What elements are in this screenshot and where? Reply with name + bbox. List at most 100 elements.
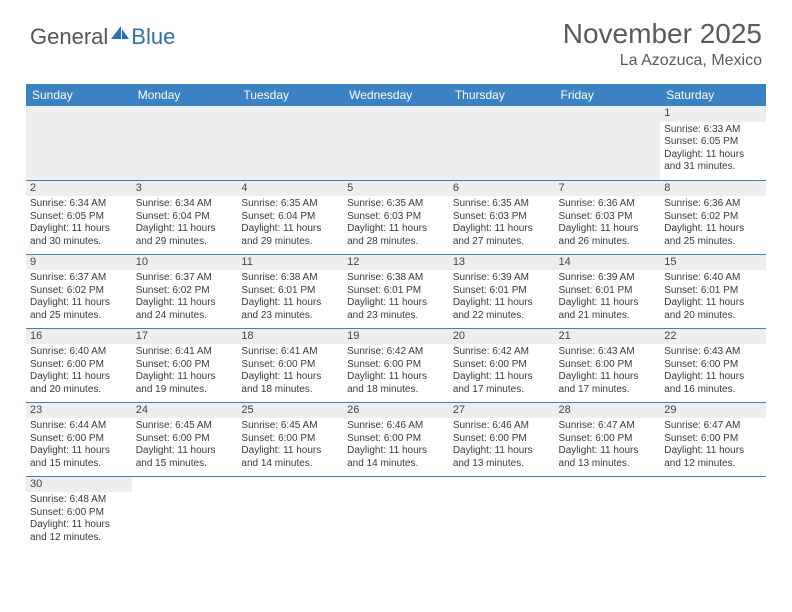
day-number: 29 — [660, 403, 766, 419]
day-details: Sunrise: 6:42 AMSunset: 6:00 PMDaylight:… — [449, 344, 555, 400]
day-details: Sunrise: 6:38 AMSunset: 6:01 PMDaylight:… — [237, 270, 343, 326]
day-details: Sunrise: 6:43 AMSunset: 6:00 PMDaylight:… — [555, 344, 661, 400]
sunset-line: Sunset: 6:02 PM — [136, 285, 234, 298]
sunrise-line: Sunrise: 6:37 AM — [136, 272, 234, 285]
sunrise-line: Sunrise: 6:36 AM — [664, 198, 762, 211]
calendar-row: 16Sunrise: 6:40 AMSunset: 6:00 PMDayligh… — [26, 328, 766, 402]
sunrise-line: Sunrise: 6:41 AM — [241, 346, 339, 359]
sunrise-line: Sunrise: 6:35 AM — [241, 198, 339, 211]
sunset-line: Sunset: 6:05 PM — [664, 136, 762, 149]
day-number: 8 — [660, 181, 766, 197]
day-details: Sunrise: 6:40 AMSunset: 6:01 PMDaylight:… — [660, 270, 766, 326]
daylight-line: Daylight: 11 hours and 18 minutes. — [241, 371, 339, 396]
calendar-cell: 13Sunrise: 6:39 AMSunset: 6:01 PMDayligh… — [449, 254, 555, 328]
day-number: 1 — [660, 106, 766, 122]
weekday-header: Thursday — [449, 84, 555, 106]
day-number: 4 — [237, 181, 343, 197]
daylight-line: Daylight: 11 hours and 27 minutes. — [453, 223, 551, 248]
sunrise-line: Sunrise: 6:40 AM — [30, 346, 128, 359]
calendar-cell: 9Sunrise: 6:37 AMSunset: 6:02 PMDaylight… — [26, 254, 132, 328]
sunset-line: Sunset: 6:01 PM — [664, 285, 762, 298]
day-details: Sunrise: 6:35 AMSunset: 6:03 PMDaylight:… — [343, 196, 449, 252]
sunset-line: Sunset: 6:04 PM — [241, 211, 339, 224]
daylight-line: Daylight: 11 hours and 12 minutes. — [664, 445, 762, 470]
calendar-cell: 27Sunrise: 6:46 AMSunset: 6:00 PMDayligh… — [449, 402, 555, 476]
daylight-line: Daylight: 11 hours and 13 minutes. — [559, 445, 657, 470]
sunrise-line: Sunrise: 6:47 AM — [664, 420, 762, 433]
sunrise-line: Sunrise: 6:39 AM — [559, 272, 657, 285]
sunrise-line: Sunrise: 6:44 AM — [30, 420, 128, 433]
calendar-cell: 18Sunrise: 6:41 AMSunset: 6:00 PMDayligh… — [237, 328, 343, 402]
daylight-line: Daylight: 11 hours and 16 minutes. — [664, 371, 762, 396]
day-details: Sunrise: 6:42 AMSunset: 6:00 PMDaylight:… — [343, 344, 449, 400]
sunrise-line: Sunrise: 6:43 AM — [664, 346, 762, 359]
daylight-line: Daylight: 11 hours and 19 minutes. — [136, 371, 234, 396]
calendar-cell: 1Sunrise: 6:33 AMSunset: 6:05 PMDaylight… — [660, 106, 766, 180]
calendar-cell: 12Sunrise: 6:38 AMSunset: 6:01 PMDayligh… — [343, 254, 449, 328]
day-details: Sunrise: 6:36 AMSunset: 6:03 PMDaylight:… — [555, 196, 661, 252]
sunrise-line: Sunrise: 6:35 AM — [453, 198, 551, 211]
calendar-header-row: SundayMondayTuesdayWednesdayThursdayFrid… — [26, 84, 766, 106]
daylight-line: Daylight: 11 hours and 26 minutes. — [559, 223, 657, 248]
day-number: 27 — [449, 403, 555, 419]
sunset-line: Sunset: 6:00 PM — [30, 433, 128, 446]
day-number: 15 — [660, 255, 766, 271]
calendar-cell: 19Sunrise: 6:42 AMSunset: 6:00 PMDayligh… — [343, 328, 449, 402]
daylight-line: Daylight: 11 hours and 14 minutes. — [347, 445, 445, 470]
sunrise-line: Sunrise: 6:48 AM — [30, 494, 128, 507]
sunrise-line: Sunrise: 6:42 AM — [347, 346, 445, 359]
calendar-cell — [132, 106, 238, 180]
header: General Blue November 2025 La Azozuca, M… — [0, 0, 792, 78]
calendar-cell: 6Sunrise: 6:35 AMSunset: 6:03 PMDaylight… — [449, 180, 555, 254]
daylight-line: Daylight: 11 hours and 14 minutes. — [241, 445, 339, 470]
calendar-cell — [26, 106, 132, 180]
sunrise-line: Sunrise: 6:41 AM — [136, 346, 234, 359]
day-number: 30 — [26, 477, 132, 493]
day-details: Sunrise: 6:48 AMSunset: 6:00 PMDaylight:… — [26, 492, 132, 548]
day-number: 13 — [449, 255, 555, 271]
sunset-line: Sunset: 6:00 PM — [30, 359, 128, 372]
logo-text-blue: Blue — [131, 24, 175, 50]
day-details: Sunrise: 6:36 AMSunset: 6:02 PMDaylight:… — [660, 196, 766, 252]
sunrise-line: Sunrise: 6:34 AM — [30, 198, 128, 211]
daylight-line: Daylight: 11 hours and 13 minutes. — [453, 445, 551, 470]
sunrise-line: Sunrise: 6:36 AM — [559, 198, 657, 211]
sunrise-line: Sunrise: 6:45 AM — [241, 420, 339, 433]
day-number: 11 — [237, 255, 343, 271]
day-number: 19 — [343, 329, 449, 345]
daylight-line: Daylight: 11 hours and 30 minutes. — [30, 223, 128, 248]
calendar-cell: 21Sunrise: 6:43 AMSunset: 6:00 PMDayligh… — [555, 328, 661, 402]
calendar-cell: 3Sunrise: 6:34 AMSunset: 6:04 PMDaylight… — [132, 180, 238, 254]
sunset-line: Sunset: 6:02 PM — [664, 211, 762, 224]
calendar-row: 9Sunrise: 6:37 AMSunset: 6:02 PMDaylight… — [26, 254, 766, 328]
day-number: 22 — [660, 329, 766, 345]
sunset-line: Sunset: 6:00 PM — [664, 359, 762, 372]
day-details: Sunrise: 6:45 AMSunset: 6:00 PMDaylight:… — [132, 418, 238, 474]
calendar-cell: 24Sunrise: 6:45 AMSunset: 6:00 PMDayligh… — [132, 402, 238, 476]
daylight-line: Daylight: 11 hours and 20 minutes. — [664, 297, 762, 322]
daylight-line: Daylight: 11 hours and 17 minutes. — [559, 371, 657, 396]
calendar-table: SundayMondayTuesdayWednesdayThursdayFrid… — [26, 84, 766, 550]
sunset-line: Sunset: 6:01 PM — [241, 285, 339, 298]
day-number: 9 — [26, 255, 132, 271]
daylight-line: Daylight: 11 hours and 28 minutes. — [347, 223, 445, 248]
title-block: November 2025 La Azozuca, Mexico — [563, 18, 762, 70]
calendar-cell — [132, 476, 238, 550]
sunset-line: Sunset: 6:01 PM — [347, 285, 445, 298]
day-details: Sunrise: 6:34 AMSunset: 6:05 PMDaylight:… — [26, 196, 132, 252]
sunset-line: Sunset: 6:04 PM — [136, 211, 234, 224]
daylight-line: Daylight: 11 hours and 21 minutes. — [559, 297, 657, 322]
calendar-row: 1Sunrise: 6:33 AMSunset: 6:05 PMDaylight… — [26, 106, 766, 180]
daylight-line: Daylight: 11 hours and 25 minutes. — [664, 223, 762, 248]
calendar-cell: 20Sunrise: 6:42 AMSunset: 6:00 PMDayligh… — [449, 328, 555, 402]
sunrise-line: Sunrise: 6:34 AM — [136, 198, 234, 211]
daylight-line: Daylight: 11 hours and 15 minutes. — [30, 445, 128, 470]
day-details: Sunrise: 6:37 AMSunset: 6:02 PMDaylight:… — [26, 270, 132, 326]
day-details: Sunrise: 6:47 AMSunset: 6:00 PMDaylight:… — [555, 418, 661, 474]
day-details: Sunrise: 6:45 AMSunset: 6:00 PMDaylight:… — [237, 418, 343, 474]
sunrise-line: Sunrise: 6:35 AM — [347, 198, 445, 211]
day-number: 25 — [237, 403, 343, 419]
sunset-line: Sunset: 6:00 PM — [453, 359, 551, 372]
day-details: Sunrise: 6:39 AMSunset: 6:01 PMDaylight:… — [555, 270, 661, 326]
calendar-cell: 2Sunrise: 6:34 AMSunset: 6:05 PMDaylight… — [26, 180, 132, 254]
